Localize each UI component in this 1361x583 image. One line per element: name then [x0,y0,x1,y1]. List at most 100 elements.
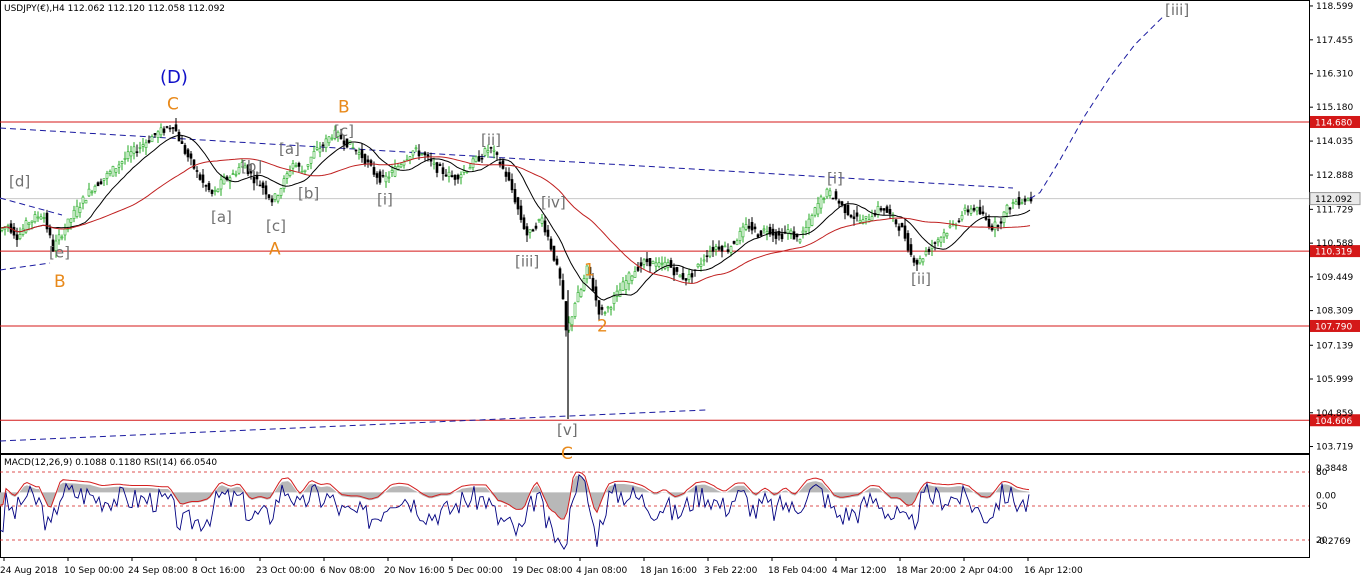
candle-body [147,140,151,143]
candle-body [240,162,244,168]
level-badge-label: 114.680 [1315,118,1352,128]
candle-body [555,258,559,265]
candle-body [798,239,802,243]
candle-body [849,214,853,218]
macd-rsi-panel: 0.3848 0.00 -0.2769 80 50 20 [0,464,1351,550]
candle-body [624,280,628,290]
level-badge-label: 104.606 [1315,417,1352,427]
candle-body [753,226,757,230]
candle-body [549,238,553,250]
candles [0,118,1033,419]
candle-body [432,162,436,165]
candle-body [669,260,673,268]
time-tick-label: 2 Apr 04:00 [960,566,1013,576]
candle-body [258,184,262,187]
time-tick-label: 4 Jan 08:00 [576,566,628,576]
price-tick-label: 112.888 [1316,171,1353,181]
candle-body [1020,202,1024,204]
candle-body [705,255,709,258]
candle-body [333,129,337,139]
candle-body [621,281,625,291]
candle-body [756,234,760,238]
candle-body [264,185,268,195]
candle-body [999,221,1003,224]
candle-body [936,239,940,243]
candle-body [804,227,808,232]
candle-body [477,156,481,162]
candle-body [186,149,190,158]
candle-body [303,169,307,172]
candle-body [618,289,622,298]
candle-body [456,174,460,180]
candle-body [354,149,358,152]
candle-body [660,262,664,265]
wave-label: [iii] [1165,1,1189,19]
candle-body [861,219,865,224]
price-tick-label: 116.310 [1316,70,1353,80]
candle-body [111,166,115,177]
trend-lines [0,127,1014,442]
time-tick-label: 6 Nov 08:00 [320,566,375,576]
price-tick-label: 107.139 [1316,341,1353,351]
candle-body [66,218,70,230]
time-tick-label: 8 Oct 16:00 [192,566,245,576]
price-tick-label: 114.035 [1316,137,1353,147]
candle-body [627,272,631,285]
candle-body [714,246,718,250]
candle-body [351,147,355,149]
candle-body [807,218,811,228]
current-price-label: 112.092 [1315,195,1352,205]
candle-body [276,195,280,202]
candle-body [249,170,253,174]
chart-header: USDJPY(€),H4 112.062 112.120 112.058 112… [4,4,225,14]
candle-body [690,273,694,278]
candle-body [117,164,121,168]
candle-body [726,249,730,252]
candle-body [918,258,922,264]
candle-body [570,316,574,326]
candle-body [789,230,793,235]
price-tick-label: 105.999 [1316,375,1353,385]
candle-body [207,183,211,191]
candle-body [843,204,847,214]
candle-body [792,231,796,240]
candle-body [180,141,184,144]
candle-body [912,257,916,263]
candle-body [165,126,169,128]
candle-body [681,273,685,280]
candle-body [72,209,76,219]
candle-body [885,206,889,213]
candle-body [729,246,733,253]
candle-body [441,167,445,174]
candle-body [327,136,331,144]
candle-body [909,244,913,255]
candle-body [291,163,295,169]
candle-body [198,174,202,180]
candle-body [369,160,373,166]
candle-body [114,168,118,173]
candle-body [852,216,856,220]
macd-tick-label: 0.3848 [1316,464,1348,474]
candle-body [27,222,31,225]
wave-label: (D) [160,67,188,88]
candle-body [411,150,415,156]
candle-body [1026,198,1030,202]
candle-body [786,229,790,234]
time-tick-label: 24 Aug 2018 [0,566,58,576]
wave-label: [c] [266,217,286,235]
candle-body [708,251,712,257]
candle-body [78,207,82,213]
candle-body [900,223,904,228]
candle-body [417,150,421,157]
price-tick-label: 110.588 [1316,239,1353,249]
candle-body [12,226,16,236]
candle-body [162,128,166,133]
candle-body [516,197,520,210]
projection [1029,14,1166,200]
candle-body [636,266,640,271]
candle-body [375,173,379,178]
candle-body [60,236,64,239]
candle-body [213,189,217,192]
level-badge-label: 107.790 [1315,322,1352,332]
candle-body [543,220,547,233]
